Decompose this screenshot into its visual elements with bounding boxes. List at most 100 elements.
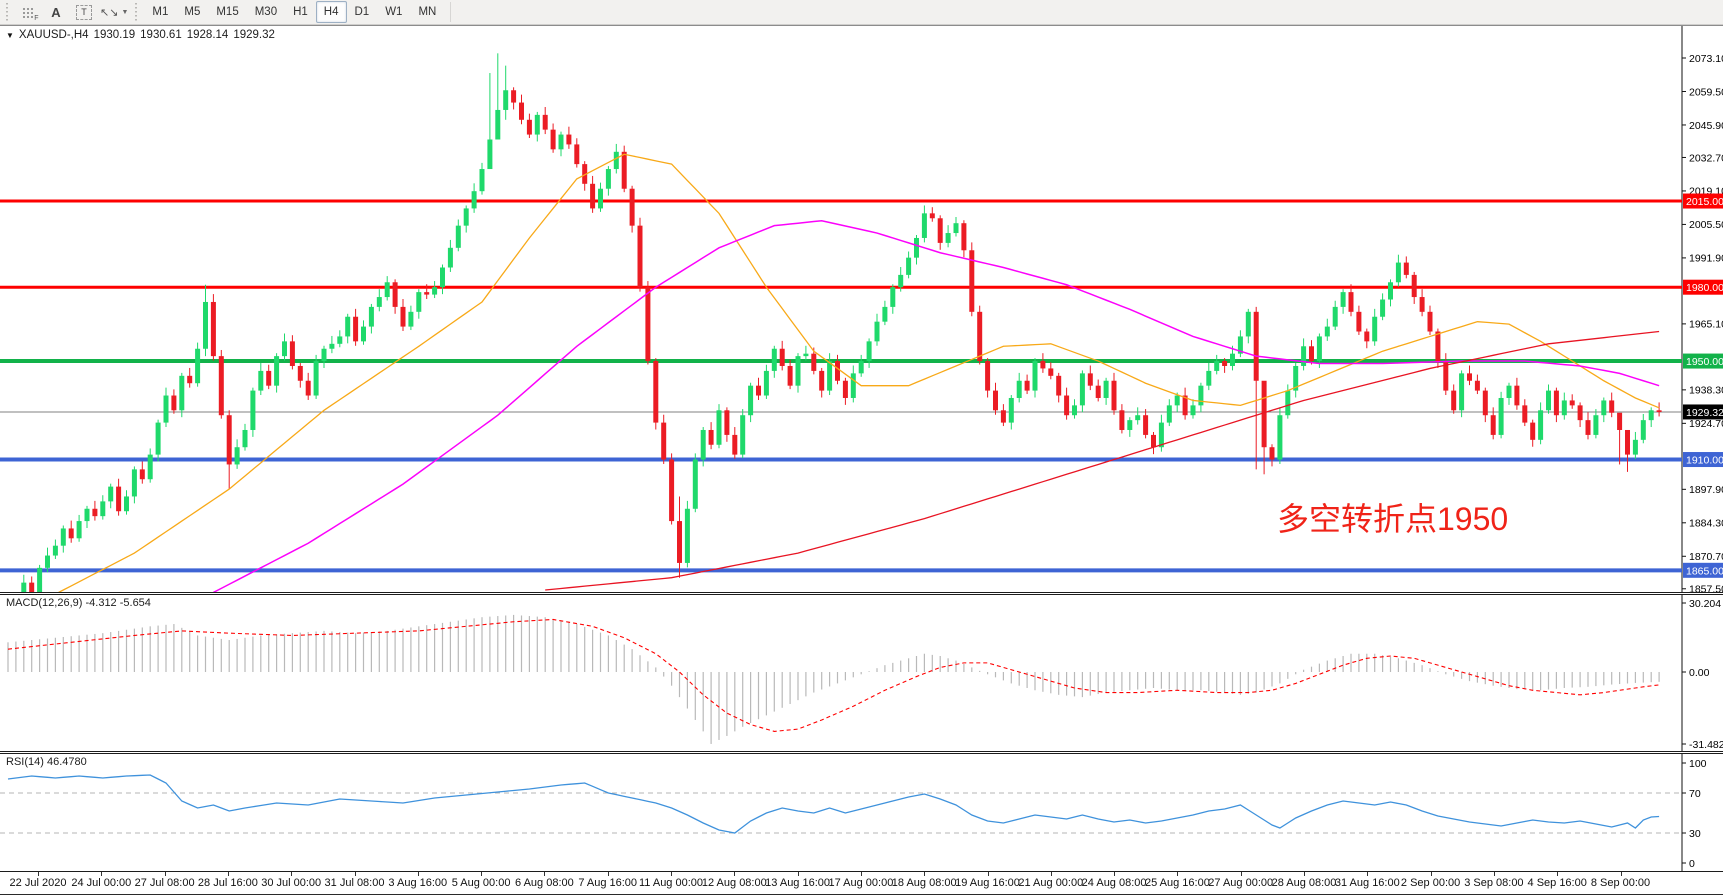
candle-body <box>203 301 208 349</box>
current-price-badge <box>1683 404 1723 420</box>
candle-body <box>756 385 761 396</box>
candle-body <box>1174 395 1180 406</box>
candle-body <box>811 353 817 371</box>
candle-body <box>1585 420 1591 435</box>
time-tick <box>38 872 39 876</box>
price-tick-9: 1924.70 <box>1689 418 1723 430</box>
candle-body <box>163 395 169 423</box>
candle-body <box>463 208 469 226</box>
candle-body <box>68 528 74 539</box>
candle-body <box>1079 373 1085 406</box>
timeframe-button-M15[interactable]: M15 <box>216 6 239 18</box>
grid-icon: F <box>21 6 39 22</box>
candle-body <box>1522 405 1528 423</box>
timeframe-button-group: M1 M5 M15 M30 H1 H4 D1 W1 MN <box>144 1 444 23</box>
rsi-tick-100: 100 <box>1689 758 1707 770</box>
time-axis[interactable]: 22 Jul 2020 24 Jul 00:00 27 Jul 08:00 28 Ju… <box>0 871 1723 895</box>
candle-body <box>582 164 588 184</box>
price-tick-12: 1870.70 <box>1689 551 1723 563</box>
time-label-11: 12 Aug 08:00 <box>701 877 767 889</box>
timeframe-button-D1[interactable]: D1 <box>354 6 370 18</box>
candle-body <box>179 375 185 411</box>
time-label-18: 25 Aug 16:00 <box>1144 877 1210 889</box>
timeframe-button-W1[interactable]: W1 <box>385 6 403 18</box>
candle-body <box>842 380 848 398</box>
price-chart-panel[interactable]: 2073.102059.502045.902032.702019.102005.… <box>0 26 1723 592</box>
timeframe-button-H1[interactable]: H1 <box>293 6 308 18</box>
time-label-16: 21 Aug 00:00 <box>1018 877 1084 889</box>
level-1865-badge <box>1683 562 1723 578</box>
candle-body <box>534 114 540 135</box>
candle-body <box>337 336 343 344</box>
candle-body <box>748 385 754 416</box>
candle-body <box>495 109 501 140</box>
drawing-tools-button[interactable]: ↖↘ ▼ <box>99 1 129 24</box>
text-box-button[interactable]: T <box>71 1 97 24</box>
time-tick <box>417 872 419 876</box>
time-tick <box>1114 872 1116 876</box>
candle-body <box>558 134 564 150</box>
annotation-text[interactable]: 多空转折点1950 <box>1277 501 1508 537</box>
time-label-22: 2 Sep 00:00 <box>1400 877 1461 889</box>
timeframe-button-M1[interactable]: M1 <box>152 6 169 18</box>
candle-body <box>1435 331 1441 362</box>
candle-body <box>1277 415 1283 460</box>
price-panel: ▼ XAUUSD-,H4 1930.19 1930.61 1928.14 192… <box>0 26 1723 592</box>
candle-body <box>1419 297 1425 312</box>
price-tick-2: 2045.90 <box>1689 120 1723 132</box>
level-1910-badge <box>1683 452 1723 468</box>
candle-body <box>771 348 777 371</box>
rsi-chart-panel[interactable]: 100 70 30 0 <box>0 754 1723 871</box>
candle-body <box>921 213 927 238</box>
candle-body <box>155 422 161 455</box>
toolbar-grip-2[interactable] <box>134 3 140 21</box>
toolbar-grip[interactable] <box>5 3 10 21</box>
grid-settings-icon[interactable]: F <box>15 1 41 24</box>
text-box-icon: T <box>76 4 92 20</box>
candle-body <box>226 415 232 465</box>
time-tick <box>291 872 293 876</box>
candle-body <box>914 237 919 258</box>
candle-body <box>740 415 746 455</box>
candle-body <box>305 380 311 396</box>
candle-body <box>1048 368 1054 376</box>
candle-body <box>131 469 137 497</box>
candle-body <box>1166 405 1172 423</box>
candle-body <box>1316 336 1322 362</box>
rsi-value: 46.4780 <box>46 756 87 768</box>
candle-body <box>519 102 524 120</box>
text-annotation-button[interactable]: A <box>43 1 69 24</box>
candle-body <box>874 321 880 342</box>
time-tick <box>671 872 672 876</box>
time-tick <box>1304 872 1305 876</box>
time-label-17: 24 Aug 08:00 <box>1081 877 1147 889</box>
timeframe-button-H4[interactable]: H4 <box>315 1 347 23</box>
candle-body <box>37 567 43 592</box>
level-1910-badge-text: 1910.00 <box>1686 455 1723 467</box>
candle-body <box>266 370 272 386</box>
timeframe-button-M30[interactable]: M30 <box>254 6 278 18</box>
candle-body <box>977 311 983 362</box>
candle-body <box>289 341 295 366</box>
candle-body <box>1332 306 1338 327</box>
panel-divider-1[interactable] <box>0 592 1723 595</box>
timeframe-button-MN[interactable]: MN <box>418 6 437 18</box>
candle-body <box>1356 311 1362 332</box>
candle-body <box>882 306 888 322</box>
macd-chart-panel[interactable]: 30.204 0.00 -31.482 <box>0 595 1723 751</box>
candle-body <box>1530 422 1536 440</box>
symbol-period-label: XAUUSD-,H4 <box>18 29 89 41</box>
bar-low-value: 1928.14 <box>186 29 229 41</box>
candle-body <box>1348 292 1354 312</box>
level-2015-badge <box>1683 193 1723 209</box>
candle-body <box>368 306 374 327</box>
candle-body <box>803 353 809 357</box>
candle-body <box>732 434 738 455</box>
collapse-triangle-icon[interactable]: ▼ <box>6 30 14 40</box>
panel-divider-2[interactable] <box>0 751 1723 754</box>
candle-body <box>1127 420 1133 430</box>
candle-body <box>993 390 998 411</box>
candle-body <box>1427 311 1433 332</box>
timeframe-button-M5[interactable]: M5 <box>184 6 201 18</box>
candle-body <box>550 129 556 150</box>
